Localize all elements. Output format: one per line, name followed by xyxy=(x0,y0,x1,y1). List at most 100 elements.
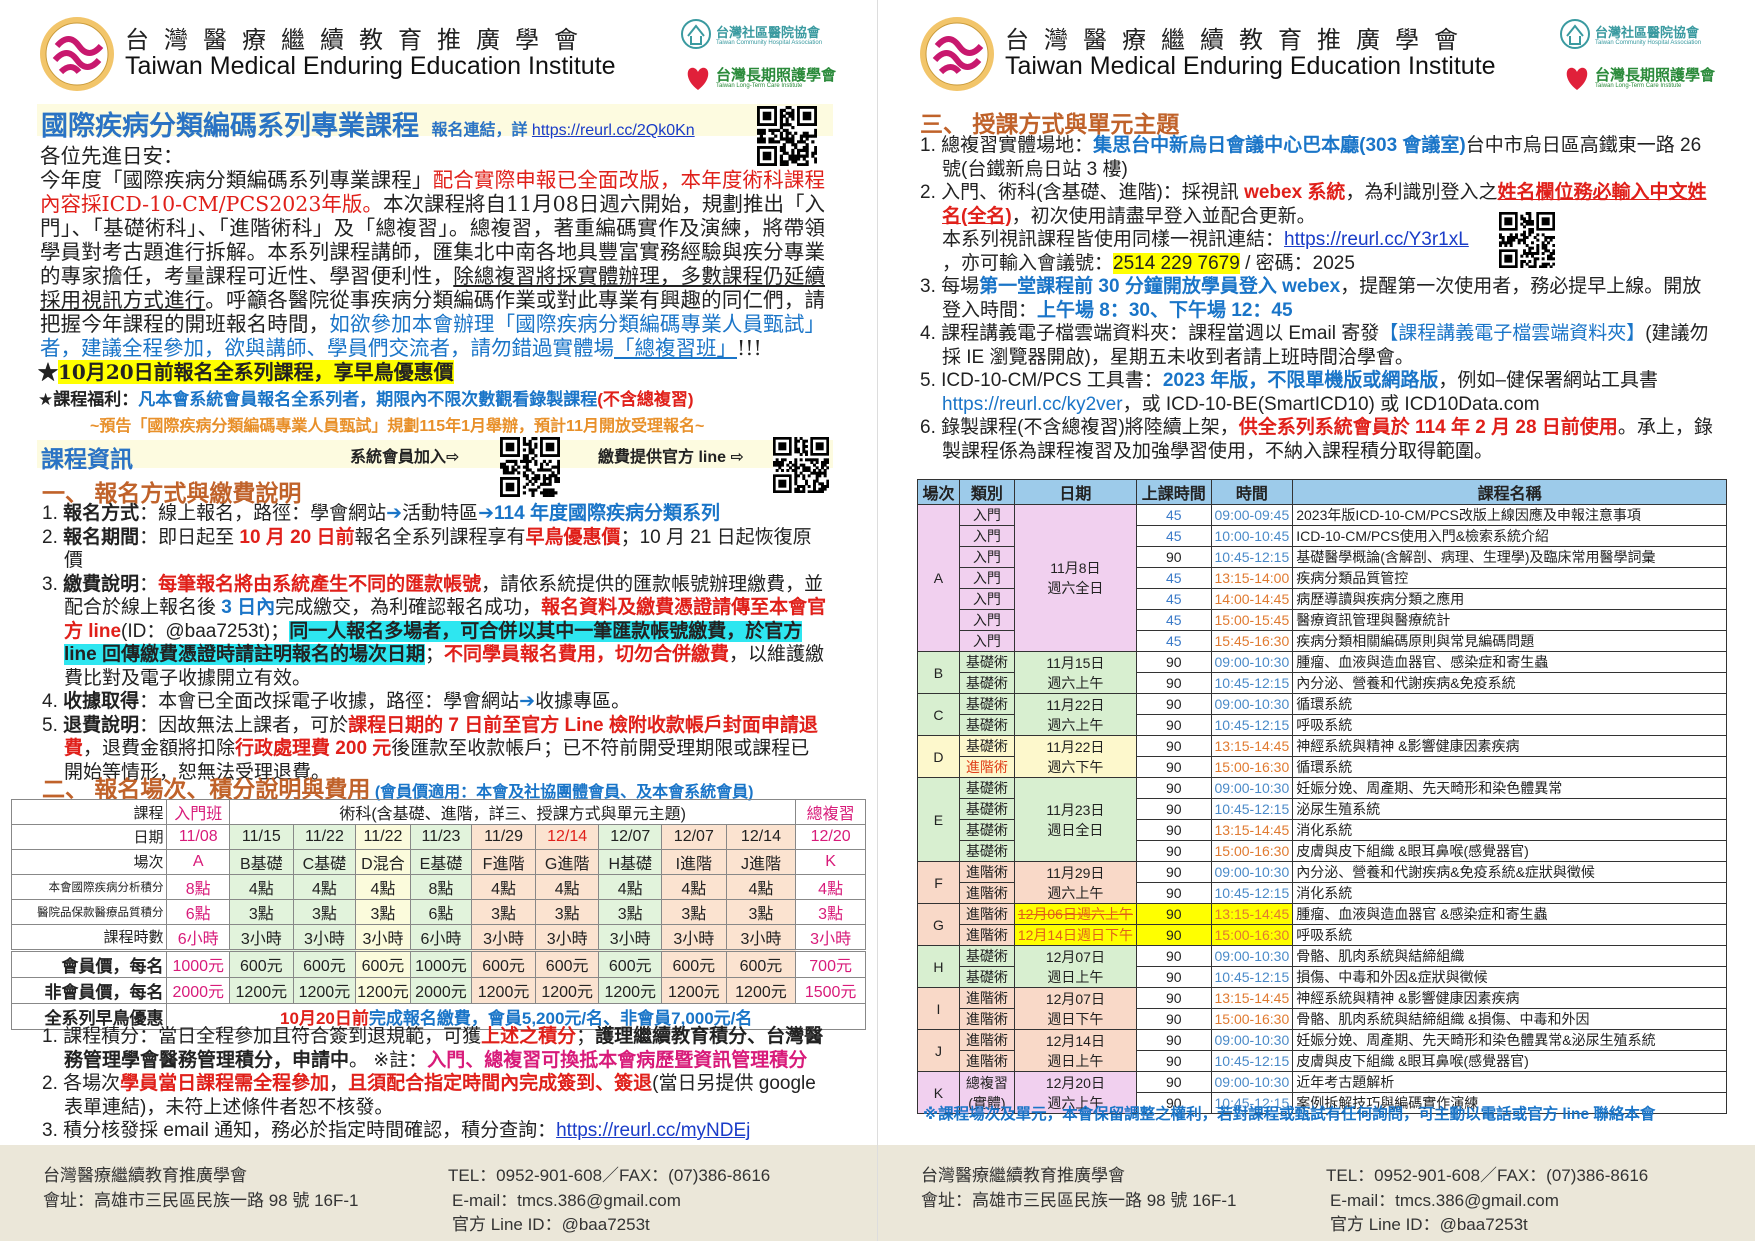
fee-cell: 1200元 xyxy=(598,976,663,1004)
table-row: 入門 45 10:00-10:45 ICD-10-CM/PCS使用入門&檢索系統介紹 xyxy=(918,525,1727,547)
course-info-bar: 課程資訊 xyxy=(37,440,833,472)
course-type: 基礎術 xyxy=(958,714,1015,736)
fee-cell: 12/07 xyxy=(661,824,727,850)
text-segment: ，退費金額將扣除 xyxy=(83,738,236,759)
text-segment: 學員當日課程需全程參加 xyxy=(120,1073,330,1094)
course-name: 呼吸系統 xyxy=(1292,714,1727,736)
list-item: 2. 各場次學員當日課程需全程參加，且須配合指定時間內完成簽到、簽退(當日另提供… xyxy=(42,1072,832,1119)
section2-heading: 二、 報名場次、積分說明與費用 xyxy=(42,776,371,802)
section3-list: 1. 總複習實體場地：集思台中新烏日會議中心巴本廳(303 會議室)台中市烏日區… xyxy=(920,134,1720,463)
fee-cell: H基礎 xyxy=(598,848,663,875)
text-segment: ，提醒第一次使用者，務必提早上線。開放登入時間： xyxy=(942,276,1702,321)
fee-cell: 1200元 xyxy=(725,976,797,1004)
duration: 90 xyxy=(1135,819,1212,841)
session-date-line: 11月29日 xyxy=(1046,864,1105,881)
session-id: G xyxy=(917,903,960,946)
text-segment: 4. 課程講義電子檔雲端資料夾：課程當週以 Email 寄發 xyxy=(920,323,1380,344)
disclaimer: ※課程場次及單元，本會保留調整之權利，若對課程或甄試有任何詢問，可主動以電話或官… xyxy=(923,1106,1656,1123)
fee-cell: 600元 xyxy=(598,949,663,978)
footer-email[interactable]: E-mail：tmcs.386@gmail.com xyxy=(452,1191,681,1210)
duration: 90 xyxy=(1135,861,1212,883)
link[interactable]: https://reurl.cc/myNDEj xyxy=(556,1120,751,1141)
text-segment: ：因故無法上課者，可於 xyxy=(139,714,349,736)
webex-qr-code-icon[interactable] xyxy=(1499,212,1555,268)
session-date: 12月07日 週日上午 xyxy=(1013,945,1137,988)
course-type: 入門 xyxy=(958,567,1015,589)
duration: 90 xyxy=(1135,672,1212,694)
course-name: 腫瘤、血液與造血器官 &感染症和寄生蟲 xyxy=(1292,903,1727,925)
table-header-row: 場次 類別 日期 上課時間 時間 課程名稱 xyxy=(917,479,1727,505)
title-bar: 國際疾病分類編碼系列專業課程 報名連結，詳 https://reurl.cc/2… xyxy=(37,104,833,141)
course-type: 入門 xyxy=(958,609,1015,631)
time-range: 13:15-14:45 xyxy=(1210,819,1294,841)
course-type: 基礎術 xyxy=(958,735,1015,757)
fee-cell: 3小時 xyxy=(471,923,536,951)
time-range: 10:45-12:15 xyxy=(1210,966,1294,988)
table-row: E 基礎術 11月23日 週日全日 90 09:00-10:30 妊娠分娩、周產期、先天畸形… xyxy=(917,777,1727,862)
fee-cell: 4點 xyxy=(355,873,411,900)
fee-cell: E基礎 xyxy=(409,848,473,875)
list-item: 4. 收據取得：本會已全面改採電子收據，路徑：學會網站➔收據專區。 xyxy=(42,690,827,714)
text-segment: 5. ICD-10-CM/PCS 工具書： xyxy=(920,370,1163,391)
table-row: J 進階術 12月14日 週日上午 90 09:00-10:30 妊娠分娩、周產期、先天畸形… xyxy=(917,1029,1727,1072)
partner2-name-en: Taiwan Long-Term Care Institute xyxy=(716,83,803,89)
table-row: 場次 A B基礎 C基礎 D混合 E基礎 F進階 G進階 H基礎 I進階 J進階 K xyxy=(10,848,866,875)
line-qr-code-icon[interactable] xyxy=(773,437,829,493)
registration-link[interactable]: https://reurl.cc/2Qk0Kn xyxy=(531,122,695,139)
session-date-line: 週六上午 xyxy=(1047,716,1104,733)
text-segment: 3. xyxy=(42,573,64,595)
duration: 45 xyxy=(1135,588,1212,610)
notes-list: 1. 課程積分：當日全程參加且符合簽到退規範，可獲上述之積分；護理繼續教育積分、… xyxy=(42,1025,832,1143)
time-range: 09:00-10:30 xyxy=(1210,945,1294,967)
table-row: 入門 45 13:15-14:00 疾病分類品質管控 xyxy=(918,567,1727,589)
org-name-en: Taiwan Medical Enduring Education Instit… xyxy=(125,52,616,80)
text-segment: 早鳥優惠價 xyxy=(525,526,621,548)
duration: 90 xyxy=(1135,651,1212,673)
list-item: 2. 入門、術科(含基礎、進階)：採視訊 webex 系統，為利識別登入之姓名欄… xyxy=(920,181,1720,228)
time-range: 15:00-16:30 xyxy=(1210,1008,1294,1030)
fee-cell: 8點 xyxy=(409,873,473,900)
course-name: 骨骼、肌肉系統與結締組織 &損傷、中毒和外因 xyxy=(1292,1008,1727,1030)
row-label: 全系列早鳥優惠 xyxy=(10,1002,168,1030)
row-label: 非會員價，每名 xyxy=(10,976,168,1004)
fee-cell: 3點 xyxy=(661,898,727,925)
fee-cell: 1000元 xyxy=(409,949,473,978)
session-date: 11月29日 週六上午 xyxy=(1013,861,1137,904)
fee-cell: 3小時 xyxy=(229,923,294,951)
session-date-line: 週日全日 xyxy=(1047,821,1104,838)
fee-cell: 3小時 xyxy=(598,923,663,951)
fee-cell: 6小時 xyxy=(409,923,473,951)
session-date: 12月07日 週日下午 xyxy=(1013,987,1137,1030)
list-item: ，亦可輸入會議號：2514 229 7679 / 密碼：2025 xyxy=(920,252,1720,276)
course-name: 妊娠分娩、周產期、先天畸形和染色體異常&泌尿生殖系統 xyxy=(1292,1029,1727,1051)
text-segment: ➔ xyxy=(386,503,403,524)
course-type: 進階術 xyxy=(958,756,1015,778)
text-segment: 收據專區。 xyxy=(535,691,631,712)
time-range: 10:45-12:15 xyxy=(1210,672,1294,694)
fee-cell: 12/14 xyxy=(725,824,797,850)
column-header: 場次 xyxy=(917,479,960,505)
member-join-label: 系統會員加入⇨ xyxy=(350,449,460,466)
session-date: 11月8日 週六全日 xyxy=(1013,504,1137,652)
session-id: I xyxy=(917,987,960,1030)
fee-cell: 3點 xyxy=(355,898,411,925)
footer-email[interactable]: E-mail：tmcs.386@gmail.com xyxy=(1330,1191,1559,1210)
course-type: 基礎術 xyxy=(958,840,1015,862)
registration-qr-code-icon[interactable] xyxy=(757,106,817,166)
partner2-name-en: Taiwan Long-Term Care Institute xyxy=(1595,83,1682,89)
duration: 90 xyxy=(1135,924,1212,946)
fee-cell: 4點 xyxy=(725,873,797,900)
session-date: 12月14日週日下午 xyxy=(1013,924,1137,946)
duration: 90 xyxy=(1135,1071,1212,1093)
greeting: 各位先進日安： xyxy=(40,144,184,168)
text-segment: 凡本會系統會員報名全系列者，期限內不限次數觀看錄製課程 xyxy=(138,390,598,409)
link[interactable]: https://reurl.cc/Y3r1xL xyxy=(1284,229,1469,250)
member-join-qr-code-icon[interactable] xyxy=(500,437,560,497)
table-row: 入門 45 14:00-14:45 病歷導讀與疾病分類之應用 xyxy=(918,588,1727,610)
session-id: A xyxy=(917,504,960,652)
session-id: H xyxy=(917,945,960,988)
text-segment: ，例如–健保署網站工具書 xyxy=(1438,370,1658,391)
partner1-name: 台灣社區醫院協會 xyxy=(716,25,821,40)
fee-cell: 3小時 xyxy=(795,923,866,951)
text-segment: 入門、總複習可換抵本會病歷暨資訊管理積分 xyxy=(427,1049,808,1071)
